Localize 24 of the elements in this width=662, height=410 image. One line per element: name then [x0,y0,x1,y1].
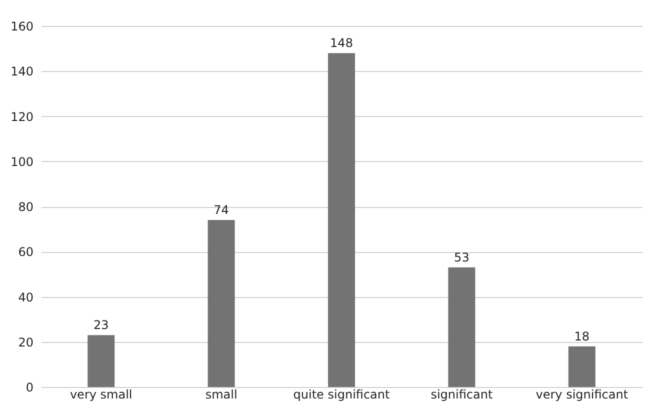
x-tick-label: very small [70,388,132,402]
bar [568,346,596,387]
y-tick-label: 40 [18,290,34,304]
x-tick-label: significant [430,388,493,402]
data-label: 74 [214,203,229,218]
data-label: 53 [454,250,470,264]
x-tick-label: small [205,388,238,402]
data-label: 18 [574,329,590,344]
y-tick-label: 100 [10,154,34,169]
data-label: 23 [93,318,109,332]
bar [88,335,115,387]
y-tick-label: 0 [26,380,34,394]
x-tick-label: very significant [536,388,628,402]
y-tick-label: 160 [10,20,34,34]
y-tick-label: 20 [18,335,34,350]
y-tick-label: 120 [10,110,34,124]
x-tick-label: quite significant [293,388,390,402]
y-tick-label: 140 [10,64,34,79]
data-label: 148 [330,36,353,50]
y-tick-label: 60 [18,245,34,260]
bar [328,53,355,387]
bar [208,220,235,387]
bar [448,267,476,387]
y-tick-label: 80 [18,200,34,214]
